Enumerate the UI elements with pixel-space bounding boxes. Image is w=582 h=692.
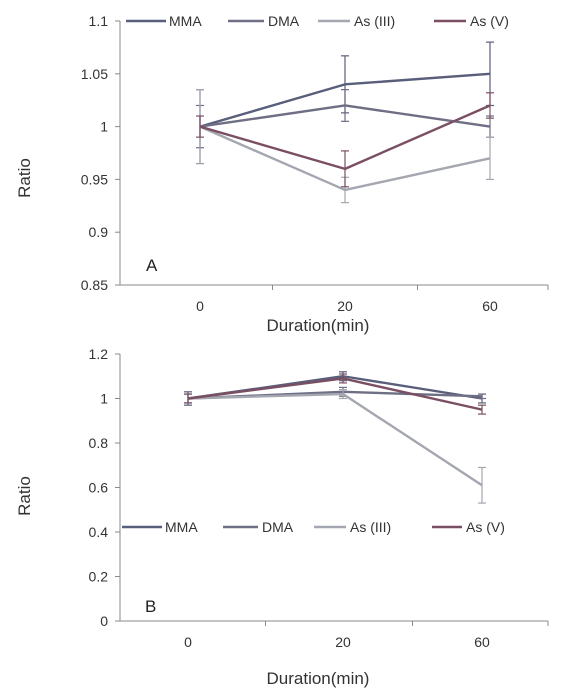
error-bar: [341, 150, 349, 188]
y-tick-label: 1: [100, 391, 108, 407]
chart-panel-b: 0 0.2 0.4 0.6 0.8 1 1.2 0 20 60 Duration(min) Ratio…: [15, 346, 549, 688]
y-tick-label: 0: [100, 613, 108, 629]
error-bar: [196, 115, 204, 138]
y-tick-label: 0.9: [89, 224, 109, 240]
legend: MMA DMA As (III) As (V): [126, 13, 509, 29]
error-bar: [339, 389, 347, 400]
legend-label: As (V): [466, 519, 505, 535]
x-tick-label: 20: [335, 634, 351, 650]
error-bar: [341, 89, 349, 122]
error-bar: [339, 373, 347, 384]
legend-label: DMA: [262, 519, 294, 535]
error-bar: [486, 92, 494, 119]
y-tick-label: 1.1: [89, 13, 109, 29]
y-tick-label: 0.85: [81, 277, 108, 293]
chart-panel-a: 0.85 0.9 0.95 1 1.05 1.1 0 20 60 Duration(min) Rat…: [15, 13, 549, 335]
y-tick-label: 0.95: [81, 171, 108, 187]
y-tick-label: 1.05: [81, 66, 108, 82]
x-tick-label: 0: [184, 634, 192, 650]
y-tick-label: 0.2: [89, 569, 109, 585]
y-tick-label: 0.6: [89, 480, 109, 496]
y-axis-title: Ratio: [15, 158, 34, 198]
x-axis-title: Duration(min): [267, 316, 370, 335]
x-tick-label: 0: [196, 298, 204, 314]
y-tick-label: 0.8: [89, 435, 109, 451]
y-axis-title: Ratio: [15, 476, 34, 516]
y-tick-label: 1.2: [89, 346, 109, 362]
panel-label: B: [145, 597, 156, 616]
legend-label: MMA: [169, 13, 202, 29]
y-tick-label: 0.4: [89, 524, 109, 540]
series-line-as-iii: [187, 392, 483, 487]
x-axis-title: Duration(min): [267, 669, 370, 688]
error-bar: [184, 393, 192, 404]
y-tick-label: 1: [100, 119, 108, 135]
x-tick-label: 20: [337, 298, 353, 314]
x-tick-label: 60: [482, 298, 498, 314]
legend-label: As (III): [354, 13, 395, 29]
legend-label: As (V): [470, 13, 509, 29]
legend-label: As (III): [350, 519, 391, 535]
error-bar: [486, 136, 494, 180]
legend-label: DMA: [268, 13, 300, 29]
error-bar: [478, 404, 486, 415]
legend: MMA DMA As (III) As (V): [122, 519, 505, 535]
error-bar: [478, 466, 486, 504]
panel-label: A: [146, 256, 158, 275]
error-bar: [478, 393, 486, 400]
legend-label: MMA: [165, 519, 198, 535]
x-tick-label: 60: [474, 634, 490, 650]
